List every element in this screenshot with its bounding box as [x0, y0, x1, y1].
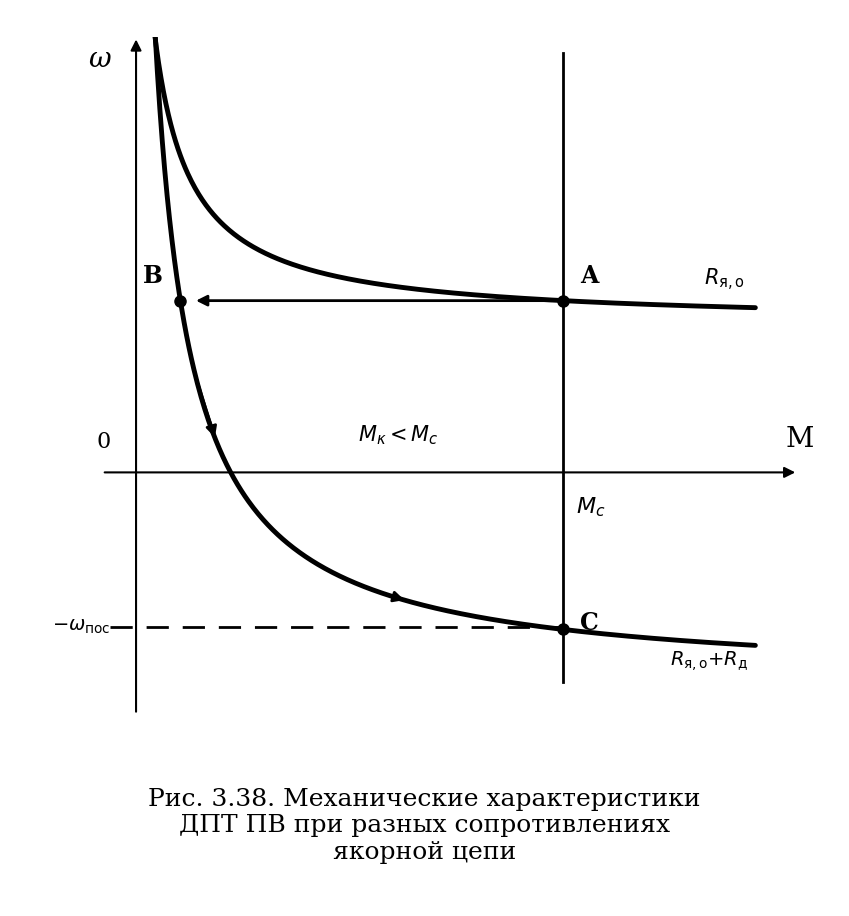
Text: 0: 0	[96, 431, 110, 453]
Text: A: A	[580, 264, 599, 288]
Text: Рис. 3.38. Механические характеристики
ДПТ ПВ при разных сопротивлениях
якорной : Рис. 3.38. Механические характеристики Д…	[149, 788, 700, 864]
Text: $R_{\rm я,о}{+}R_{\rm д}$: $R_{\rm я,о}{+}R_{\rm д}$	[670, 649, 748, 672]
Text: $R_{\rm я,о}$: $R_{\rm я,о}$	[704, 267, 745, 293]
Text: $M_{\kappa}<M_{c}$: $M_{\kappa}<M_{c}$	[358, 423, 439, 447]
Text: $M_{c}$: $M_{c}$	[576, 495, 605, 518]
Text: $-\omega_{\rm пос}$: $-\omega_{\rm пос}$	[52, 618, 110, 637]
Text: C: C	[580, 611, 599, 635]
Text: M: M	[785, 426, 813, 453]
Text: ω: ω	[87, 47, 110, 73]
Text: B: B	[143, 264, 163, 288]
